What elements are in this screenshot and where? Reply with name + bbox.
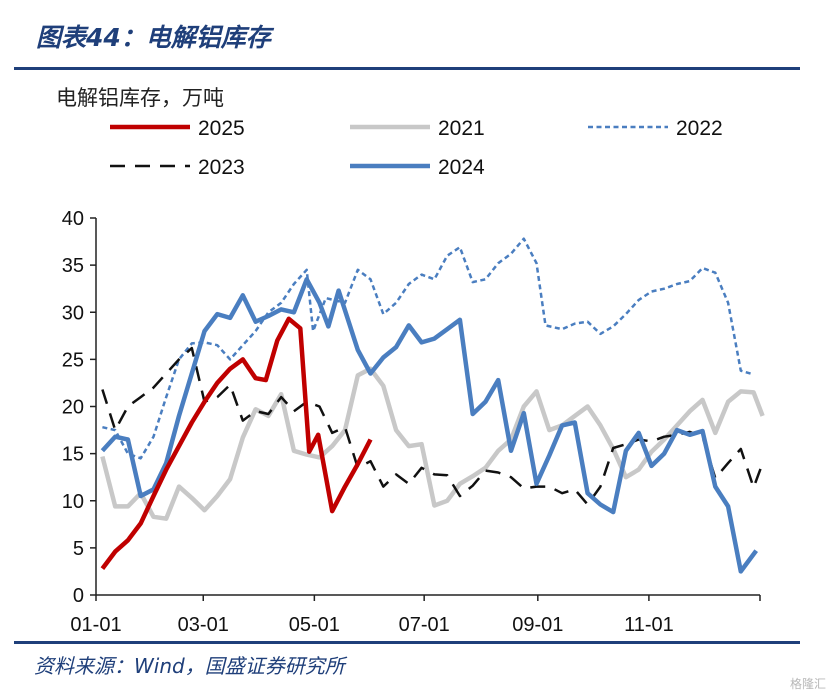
bottom-rule [14, 641, 800, 644]
legend-label-2024: 2024 [438, 156, 485, 179]
series-line-2024 [100, 277, 759, 574]
legend-item-2022: 2022 [588, 117, 723, 140]
series-line-2021 [100, 366, 765, 521]
y-tick-label: 20 [62, 397, 84, 419]
legend-label-2022: 2022 [676, 117, 723, 140]
y-tick-label: 15 [62, 444, 84, 466]
y-tick-label: 30 [62, 302, 84, 324]
series-lines [100, 237, 765, 574]
top-rule [14, 67, 800, 70]
axes: 0 5 10 15 20 25 30 35 40 01-01 03-01 05-01 07-01 09-0… [62, 208, 761, 636]
legend-item-2023: 2023 [110, 156, 245, 179]
y-tick-label: 5 [73, 538, 84, 560]
x-tick-label: 05-01 [289, 614, 340, 636]
legend-item-2024: 2024 [350, 156, 485, 179]
x-tick-label: 11-01 [624, 614, 674, 636]
source-note: 资料来源：Wind，国盛证券研究所 [34, 654, 345, 678]
y-tick-label: 10 [62, 491, 84, 513]
legend: 2025 2021 2022 2023 2024 [110, 117, 723, 179]
y-tick-label: 25 [62, 349, 84, 371]
series-line-2023 [101, 346, 764, 506]
y-tick-label: 35 [62, 255, 84, 277]
figure-title: 图表44：电解铝库存 [36, 23, 271, 52]
watermark: 格隆汇 [789, 677, 826, 691]
y-tick-label: 40 [62, 208, 84, 230]
series-line-2022 [102, 237, 754, 460]
legend-label-2025: 2025 [198, 117, 245, 140]
legend-item-2021: 2021 [350, 117, 485, 140]
y-axis-unit-label: 电解铝库存，万吨 [56, 86, 224, 110]
x-tick-label: 07-01 [399, 614, 450, 636]
series-line-2025 [100, 316, 373, 570]
x-tick-label: 03-01 [178, 614, 229, 636]
legend-item-2025: 2025 [110, 117, 245, 140]
y-tick-label: 0 [73, 585, 84, 607]
x-tick-label: 01-01 [70, 614, 121, 636]
legend-label-2023: 2023 [198, 156, 245, 179]
x-tick-label: 09-01 [512, 614, 563, 636]
legend-label-2021: 2021 [438, 117, 485, 140]
